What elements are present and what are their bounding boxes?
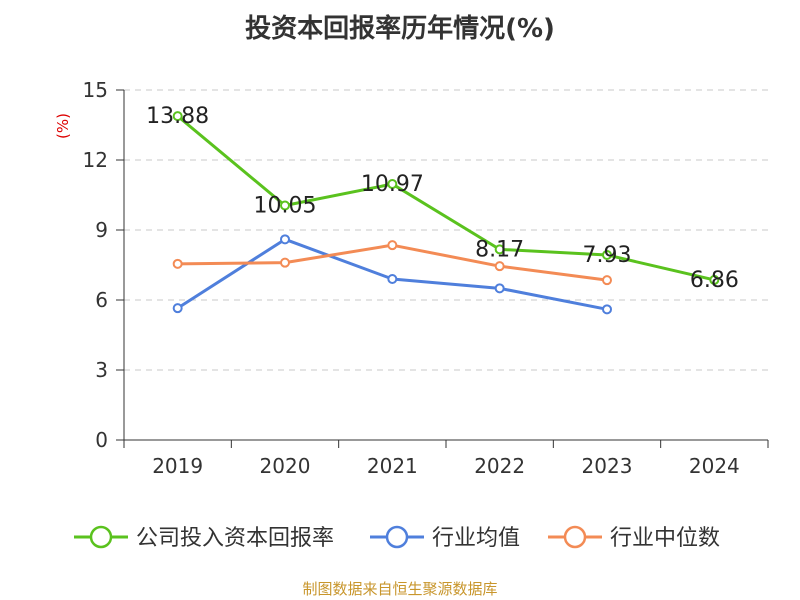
legend-marker — [563, 525, 587, 549]
legend-label: 公司投入资本回报率 — [136, 526, 334, 551]
data-point — [387, 179, 398, 190]
data-point — [280, 257, 290, 268]
data-point — [602, 275, 612, 286]
grid-lines — [124, 89, 768, 371]
data-label: 10.97 — [361, 172, 424, 197]
data-point — [387, 240, 398, 251]
y-axis-label: (%) — [54, 113, 72, 139]
series-lines — [172, 111, 720, 315]
source-note: 制图数据来自恒生聚源数据库 — [302, 580, 498, 598]
data-label: 6.86 — [690, 268, 739, 293]
legend-marker — [385, 525, 409, 549]
legend-label: 行业均值 — [432, 526, 520, 551]
data-point — [494, 283, 505, 294]
x-tick-label: 2020 — [260, 454, 311, 478]
x-tick-label: 2022 — [474, 454, 525, 478]
data-point — [172, 303, 183, 314]
chart-title: 投资本回报率历年情况(%) — [245, 14, 555, 44]
x-tick-label: 2021 — [367, 454, 418, 478]
y-tick-label: 12 — [83, 148, 108, 172]
data-point — [602, 304, 612, 315]
data-label: 13.88 — [146, 104, 209, 129]
data-point — [709, 274, 720, 285]
data-point — [280, 234, 290, 245]
x-tick-label: 2024 — [689, 454, 740, 478]
data-point — [280, 200, 290, 211]
y-tick-label: 0 — [95, 428, 108, 452]
data-label: 10.05 — [254, 194, 317, 219]
legend: 公司投入资本回报率 行业均值 行业中位数 — [74, 525, 720, 551]
data-label: 7.93 — [583, 243, 632, 268]
data-point — [172, 258, 183, 269]
data-point — [387, 274, 398, 284]
y-tick-label: 15 — [83, 78, 108, 102]
legend-label: 行业中位数 — [610, 526, 720, 551]
y-tick-label: 9 — [95, 218, 108, 242]
data-point — [172, 111, 183, 122]
data-point — [494, 261, 505, 272]
x-tick-label: 2023 — [582, 454, 633, 478]
data-label: 8.17 — [475, 237, 524, 262]
legend-marker — [89, 525, 113, 549]
data-point — [494, 244, 505, 255]
series-line — [176, 114, 715, 282]
data-labels: 13.88 10.05 10.97 8.17 7.93 6.86 — [146, 104, 739, 293]
x-tick-label: 2019 — [152, 454, 203, 478]
data-point — [602, 249, 612, 260]
axes: 0 3 6 9 12 15 (%) 2019 2020 2021 2022 2023 2024 — [54, 78, 769, 478]
y-tick-label: 3 — [95, 358, 108, 382]
y-tick-label: 6 — [95, 288, 108, 312]
